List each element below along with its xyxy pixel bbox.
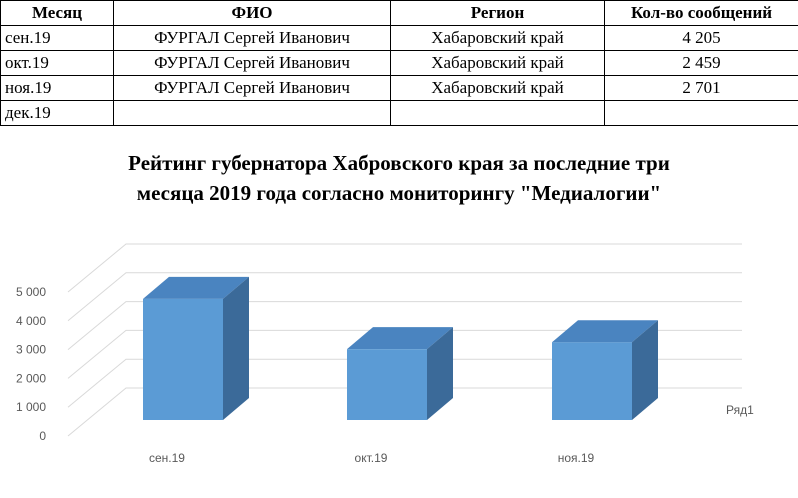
- messages-table: Месяц ФИО Регион Кол-во сообщений сен.19…: [0, 0, 798, 126]
- cell-name: [113, 100, 391, 126]
- bar-front: [347, 349, 427, 420]
- y-tick-label: 2 000: [16, 371, 46, 385]
- cell-count: 2 701: [604, 75, 798, 101]
- y-tick-label: 5 000: [16, 285, 46, 299]
- y-tick-label: 3 000: [16, 343, 46, 357]
- header-month: Месяц: [0, 0, 114, 26]
- x-tick-label: окт.19: [355, 451, 388, 465]
- cell-month: ноя.19: [0, 75, 114, 101]
- chart-title: Рейтинг губернатора Хабровского края за …: [0, 148, 798, 208]
- gridline: [67, 301, 742, 350]
- cell-name: ФУРГАЛ Сергей Иванович: [113, 50, 391, 76]
- table-row: дек.19: [0, 100, 798, 126]
- bar-top: [347, 327, 453, 350]
- bar-side: [223, 276, 249, 420]
- table-header-row: Месяц ФИО Регион Кол-во сообщений: [0, 0, 798, 26]
- gridline: [67, 387, 742, 437]
- gridline: [67, 243, 742, 293]
- bar-side: [427, 327, 453, 420]
- table-row: ноя.19 ФУРГАЛ Сергей Иванович Хабаровски…: [0, 75, 798, 101]
- series-label: Ряд1: [726, 403, 754, 417]
- gridline: [67, 329, 742, 379]
- bar-top: [552, 320, 658, 343]
- y-tick-label: 0: [39, 429, 46, 443]
- x-tick-label: ноя.19: [558, 451, 595, 465]
- header-name: ФИО: [113, 0, 391, 26]
- cell-name: ФУРГАЛ Сергей Иванович: [113, 75, 391, 101]
- cell-region: Хабаровский край: [390, 25, 605, 51]
- chart-title-line-1: Рейтинг губернатора Хабровского края за …: [128, 151, 670, 175]
- cell-region: Хабаровский край: [390, 50, 605, 76]
- bar-side: [632, 320, 658, 420]
- cell-count: 4 205: [604, 25, 798, 51]
- cell-month: окт.19: [0, 50, 114, 76]
- chart-title-line-2: месяца 2019 года согласно мониторингу "М…: [136, 181, 662, 205]
- gridline: [67, 272, 742, 322]
- cell-name: ФУРГАЛ Сергей Иванович: [113, 25, 391, 51]
- cell-count: [604, 100, 798, 126]
- y-tick-label: 4 000: [16, 314, 46, 328]
- table-row: сен.19 ФУРГАЛ Сергей Иванович Хабаровски…: [0, 25, 798, 51]
- cell-region: Хабаровский край: [390, 75, 605, 101]
- table-row: окт.19 ФУРГАЛ Сергей Иванович Хабаровски…: [0, 50, 798, 76]
- cell-count: 2 459: [604, 50, 798, 76]
- bar-top: [143, 276, 249, 299]
- cell-region: [390, 100, 605, 126]
- bar-front: [143, 298, 223, 420]
- bar-front: [552, 342, 632, 420]
- header-count: Кол-во сообщений: [604, 0, 798, 26]
- gridline: [67, 358, 742, 408]
- y-tick-label: 1 000: [16, 400, 46, 414]
- cell-month: дек.19: [0, 100, 114, 126]
- x-tick-label: сен.19: [149, 451, 185, 465]
